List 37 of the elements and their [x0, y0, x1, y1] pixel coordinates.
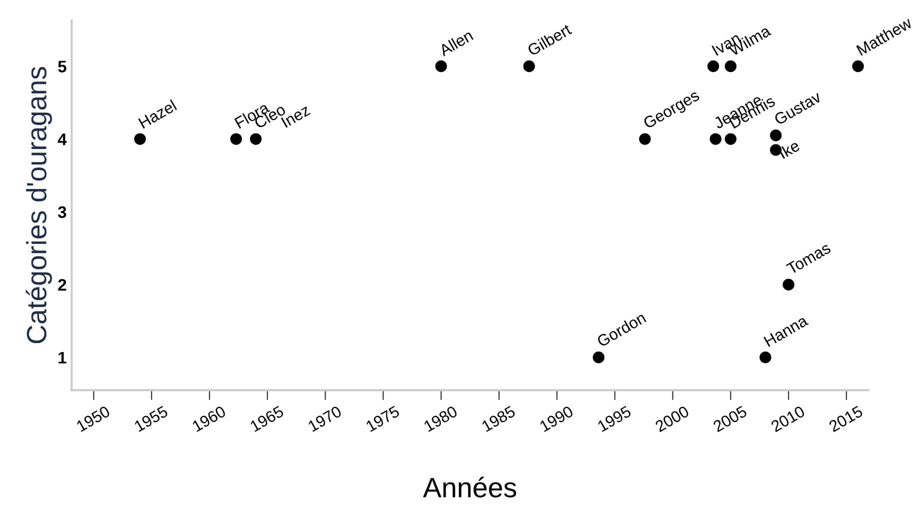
y-tick-label: 3: [58, 206, 66, 218]
point: [230, 133, 242, 145]
x-tick-label: 2010: [770, 405, 806, 432]
point: [710, 133, 722, 145]
point: [770, 130, 782, 142]
point: [852, 60, 864, 72]
point: [523, 60, 535, 72]
x-axis-title: Années: [423, 476, 516, 498]
point: [134, 133, 146, 145]
point: [724, 60, 736, 72]
x-tick-label: 2015: [828, 405, 864, 432]
x-tick-label: 1950: [76, 405, 111, 432]
x-tick-label: 1975: [365, 405, 400, 432]
x-tick-label: 1960: [192, 405, 226, 432]
x-tick-label: 1985: [481, 405, 516, 432]
y-tick-label: 1: [58, 352, 66, 364]
point: [724, 133, 736, 145]
x-tick-label: 1995: [596, 405, 632, 432]
point: [592, 352, 604, 364]
y-tick-label: 4: [58, 134, 67, 146]
point: [639, 133, 651, 145]
x-tick-label: 1965: [250, 405, 284, 432]
point: [250, 133, 262, 145]
y-tick-label: 5: [58, 60, 66, 72]
x-tick-label: 2005: [712, 405, 748, 432]
point: [760, 352, 772, 364]
point: [435, 60, 447, 72]
point: [707, 60, 720, 72]
x-tick-label: 2000: [654, 405, 690, 432]
y-tick-label: 2: [58, 279, 66, 291]
data-label: Allen: [438, 29, 474, 57]
x-tick-label: 1955: [134, 405, 169, 432]
point: [782, 278, 794, 290]
y-axis-title: Catégories d'ouragans: [26, 66, 52, 344]
x-tick-label: 1980: [423, 405, 458, 432]
x-tick-label: 1990: [539, 405, 574, 432]
x-tick-label: 1970: [307, 405, 342, 432]
